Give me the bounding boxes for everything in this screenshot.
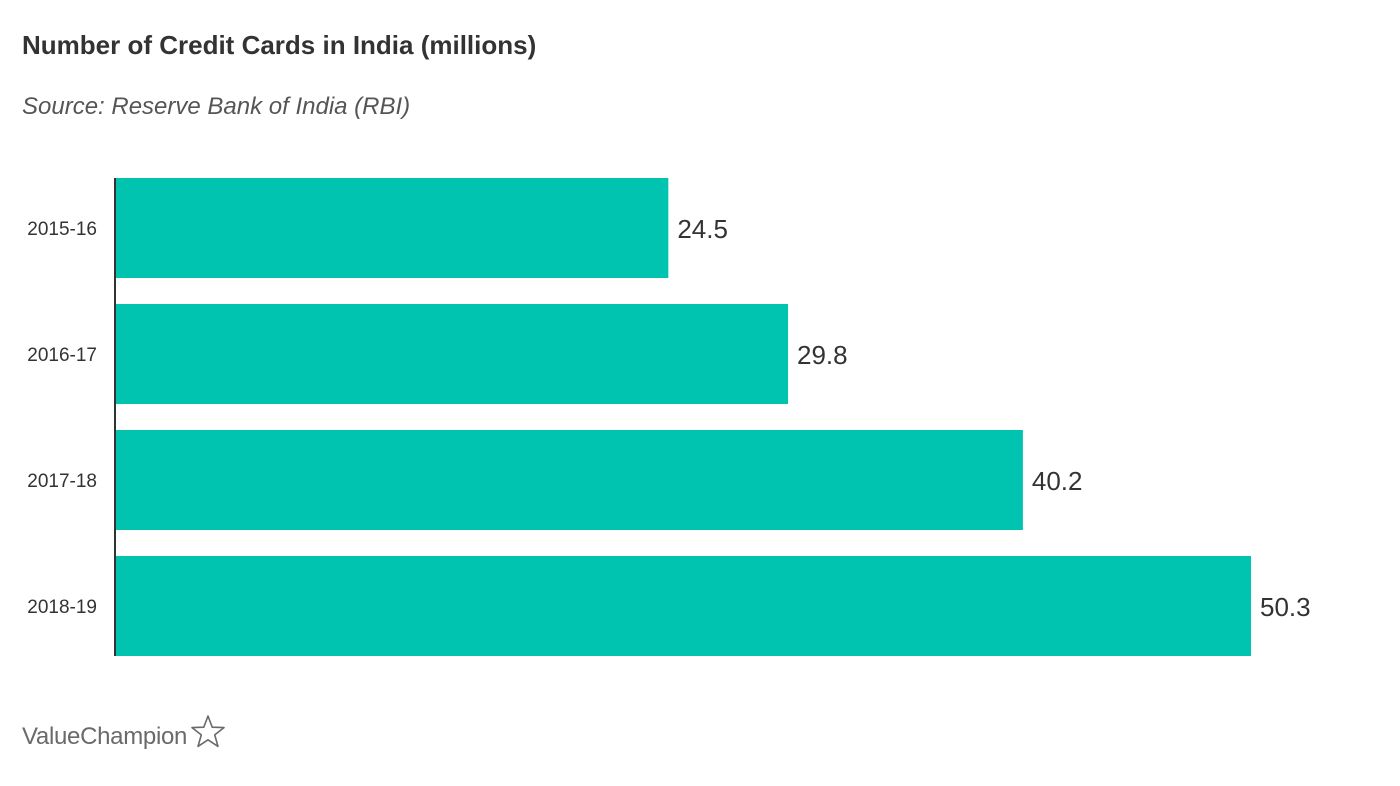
category-label-2016-17: 2016-17 xyxy=(27,345,97,366)
value-label-2016-17: 29.8 xyxy=(797,340,848,370)
bar-2016-17 xyxy=(115,304,789,404)
bar-2018-19 xyxy=(115,556,1251,656)
star-outline-icon xyxy=(191,715,225,748)
category-label-2018-19: 2018-19 xyxy=(27,597,97,618)
category-label-2015-16: 2015-16 xyxy=(27,219,97,240)
value-label-2018-19: 50.3 xyxy=(1260,592,1311,622)
chart-title: Number of Credit Cards in India (million… xyxy=(22,30,537,60)
brand-logo: ValueChampion xyxy=(22,712,227,762)
bar-2017-18 xyxy=(115,430,1023,530)
bar-2015-16 xyxy=(115,178,669,278)
value-label-2017-18: 40.2 xyxy=(1032,466,1083,496)
chart-subtitle: Source: Reserve Bank of India (RBI) xyxy=(22,93,411,120)
category-label-2017-18: 2017-18 xyxy=(27,471,97,492)
brand-logo-text: ValueChampion xyxy=(22,723,188,750)
value-label-2015-16: 24.5 xyxy=(677,214,728,244)
